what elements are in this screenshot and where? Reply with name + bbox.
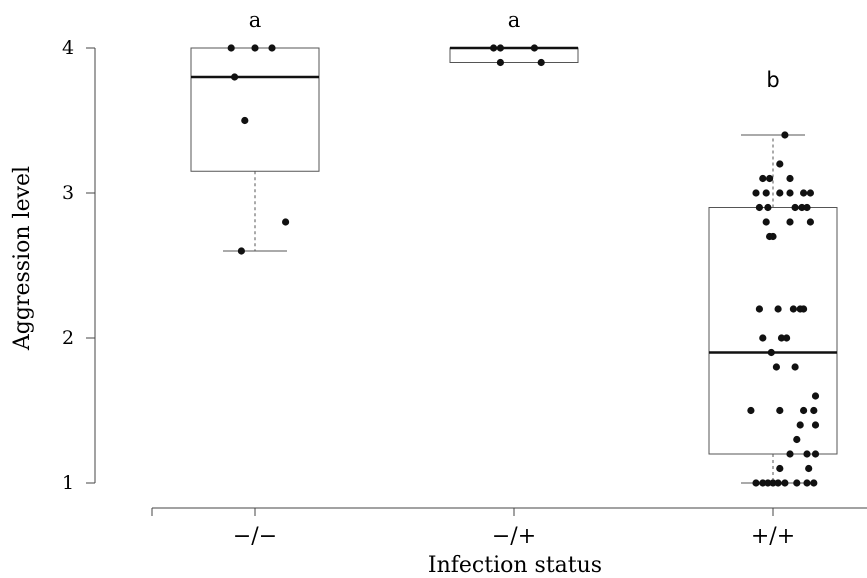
x-axis: −/− −/+ +/+: [151, 507, 867, 549]
data-point: [810, 479, 818, 487]
significance-letter: b: [766, 68, 779, 92]
data-point: [774, 479, 782, 487]
data-point: [811, 392, 820, 400]
data-point: [789, 305, 798, 313]
data-point: [806, 218, 815, 226]
data-point: [769, 232, 777, 241]
data-point: [776, 189, 784, 197]
significance-letter: a: [249, 8, 262, 32]
data-point: [766, 174, 774, 183]
data-point: [769, 479, 777, 487]
data-point: [764, 479, 772, 487]
data-point: [752, 189, 760, 197]
data-point: [755, 305, 764, 313]
data-point: [759, 334, 767, 342]
y-axis-label: Aggression level: [10, 166, 35, 351]
data-point: [783, 334, 791, 342]
data-point: [537, 58, 545, 67]
y-axis: 1 2 3 4: [62, 37, 96, 494]
y-tick-label: 4: [62, 37, 74, 59]
y-tick-label: 3: [62, 182, 74, 204]
data-point: [803, 450, 811, 458]
data-point: [786, 218, 794, 226]
data-point: [282, 218, 290, 226]
data-point: [227, 44, 235, 52]
data-point: [241, 116, 249, 125]
data-point: [800, 406, 808, 415]
data-point: [767, 348, 775, 357]
significance-letters: a a b: [249, 8, 780, 92]
data-point: [776, 406, 784, 415]
y-tick-label: 2: [62, 327, 74, 349]
data-point: [777, 334, 786, 342]
data-point: [800, 189, 808, 197]
data-point: [496, 58, 504, 67]
data-point: [791, 363, 799, 371]
box-group: [449, 46, 579, 63]
data-point: [762, 218, 770, 226]
x-tick-label: +/+: [751, 524, 795, 549]
data-point: [251, 44, 259, 52]
data-point: [268, 44, 276, 52]
data-point: [800, 305, 808, 313]
data-point: [772, 363, 781, 371]
data-point: [781, 479, 789, 487]
data-point: [237, 247, 245, 255]
x-tick-label: −/−: [233, 524, 277, 549]
x-tick-label: −/+: [492, 524, 536, 549]
data-point: [755, 203, 764, 212]
box-plots: [190, 46, 838, 484]
data-point: [776, 464, 784, 473]
data-point: [490, 44, 498, 52]
data-point: [805, 464, 813, 473]
box-group: [708, 134, 838, 484]
data-point: [496, 44, 504, 52]
data-point: [806, 189, 815, 197]
data-point: [530, 44, 539, 52]
x-axis-label: Infection status: [428, 553, 602, 578]
iqr-box: [449, 47, 579, 63]
data-point: [793, 435, 801, 444]
data-point: [759, 174, 767, 183]
data-point: [786, 450, 794, 458]
iqr-box: [190, 47, 320, 172]
data-point: [764, 203, 772, 212]
data-point: [759, 479, 767, 487]
box-group: [190, 47, 320, 252]
data-point: [752, 479, 760, 487]
data-point: [762, 189, 770, 197]
data-point: [803, 479, 811, 487]
data-point: [798, 203, 806, 212]
iqr-box: [708, 207, 838, 455]
y-tick-label: 1: [62, 472, 74, 494]
data-point: [810, 406, 818, 415]
data-point: [231, 73, 239, 81]
data-point: [747, 406, 755, 415]
data-point: [796, 421, 804, 429]
data-point: [803, 203, 811, 212]
data-point: [811, 421, 820, 429]
data-point: [791, 203, 799, 212]
data-point: [776, 160, 784, 168]
significance-letter: a: [508, 8, 521, 32]
data-point: [793, 479, 801, 487]
data-points: [227, 44, 820, 487]
data-point: [811, 450, 820, 458]
data-point: [774, 305, 782, 313]
data-point: [781, 131, 789, 139]
data-point: [786, 174, 794, 183]
data-point: [786, 189, 794, 197]
